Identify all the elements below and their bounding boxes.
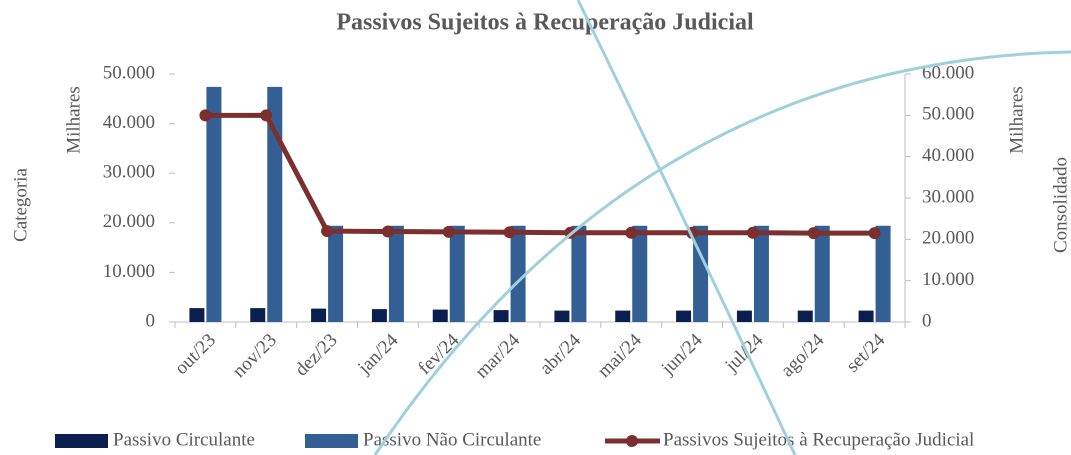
legend-swatch — [55, 434, 108, 448]
x-tick-label: ago/24 — [777, 329, 829, 381]
bar — [858, 310, 874, 322]
y-tick-label: 50.000 — [103, 62, 155, 83]
line — [205, 112, 875, 236]
y2-tick-label: 60.000 — [922, 62, 974, 83]
y-tick-label: 30.000 — [103, 162, 155, 183]
bar — [571, 225, 587, 322]
bar — [615, 310, 631, 322]
y-tick-label: 40.000 — [103, 112, 155, 133]
bar — [388, 225, 404, 322]
y-tick-label: 0 — [146, 310, 156, 331]
x-tick-label: mar/24 — [471, 329, 524, 382]
line-marker — [321, 225, 334, 238]
y-tick-label: 20.000 — [103, 211, 155, 232]
x-tick-label: set/24 — [842, 329, 889, 376]
bar — [510, 225, 526, 322]
y-tick-label: 10.000 — [103, 261, 155, 282]
y2-tick-label: 10.000 — [922, 269, 974, 290]
x-tick-label: mai/24 — [594, 329, 647, 382]
plot-area: 0 10.000 20.000 30.000 40.000 50.000 0 10.000 20… — [55, 62, 974, 450]
bar — [814, 225, 830, 322]
bar — [250, 308, 266, 322]
y2-tick-label: 40.000 — [922, 145, 974, 166]
y-axis-title: Categoria — [10, 168, 31, 242]
line-marker — [746, 226, 759, 239]
y2-tick-label: 0 — [922, 310, 932, 331]
legend-label: Passivo Não Circulante — [363, 429, 541, 450]
bar — [797, 310, 813, 322]
bar — [311, 308, 327, 322]
bar — [753, 225, 769, 322]
bar — [676, 310, 692, 322]
y2-unit-label: Milhares — [1006, 86, 1027, 154]
legend-swatch — [305, 434, 358, 448]
bar — [267, 86, 283, 323]
bar — [206, 86, 222, 323]
decorative-curve — [373, 50, 1071, 455]
bar — [432, 309, 448, 322]
bar — [632, 225, 648, 322]
line-marker — [442, 225, 455, 238]
x-tick-label: jun/24 — [657, 329, 707, 379]
bar — [554, 310, 570, 322]
bar — [189, 308, 205, 322]
bar — [875, 225, 891, 322]
bar — [371, 309, 387, 322]
line-marker — [260, 109, 273, 122]
y-unit-label: Milhares — [63, 86, 84, 154]
bar — [328, 225, 344, 322]
line-marker — [199, 109, 212, 122]
line-marker — [807, 227, 820, 240]
legend-label: Passivo Circulante — [113, 429, 255, 450]
decorative-curve — [576, 0, 797, 455]
legend-swatch — [626, 435, 638, 447]
y2-tick-label: 50.000 — [922, 104, 974, 125]
x-tick-label: nov/23 — [229, 330, 281, 382]
line-marker — [868, 227, 881, 240]
line-marker — [503, 226, 516, 239]
x-tick-label: dez/23 — [291, 330, 342, 381]
bar — [449, 225, 465, 322]
line-marker — [381, 225, 394, 238]
bar — [493, 310, 509, 322]
x-tick-label: out/23 — [171, 330, 220, 379]
x-tick-label: jul/24 — [721, 329, 768, 376]
line-marker — [625, 226, 638, 239]
chart-title: Passivos Sujeitos à Recuperação Judicial — [336, 10, 754, 36]
y2-tick-label: 20.000 — [922, 228, 974, 249]
y2-tick-label: 30.000 — [922, 186, 974, 207]
legend-label: Passivos Sujeitos à Recuperação Judicial — [663, 429, 974, 450]
x-tick-label: jan/24 — [353, 329, 402, 378]
y2-axis-title: Consolidado — [1050, 157, 1071, 253]
x-tick-label: fev/24 — [414, 329, 464, 379]
x-tick-label: abr/24 — [536, 329, 586, 379]
bar — [736, 310, 752, 322]
